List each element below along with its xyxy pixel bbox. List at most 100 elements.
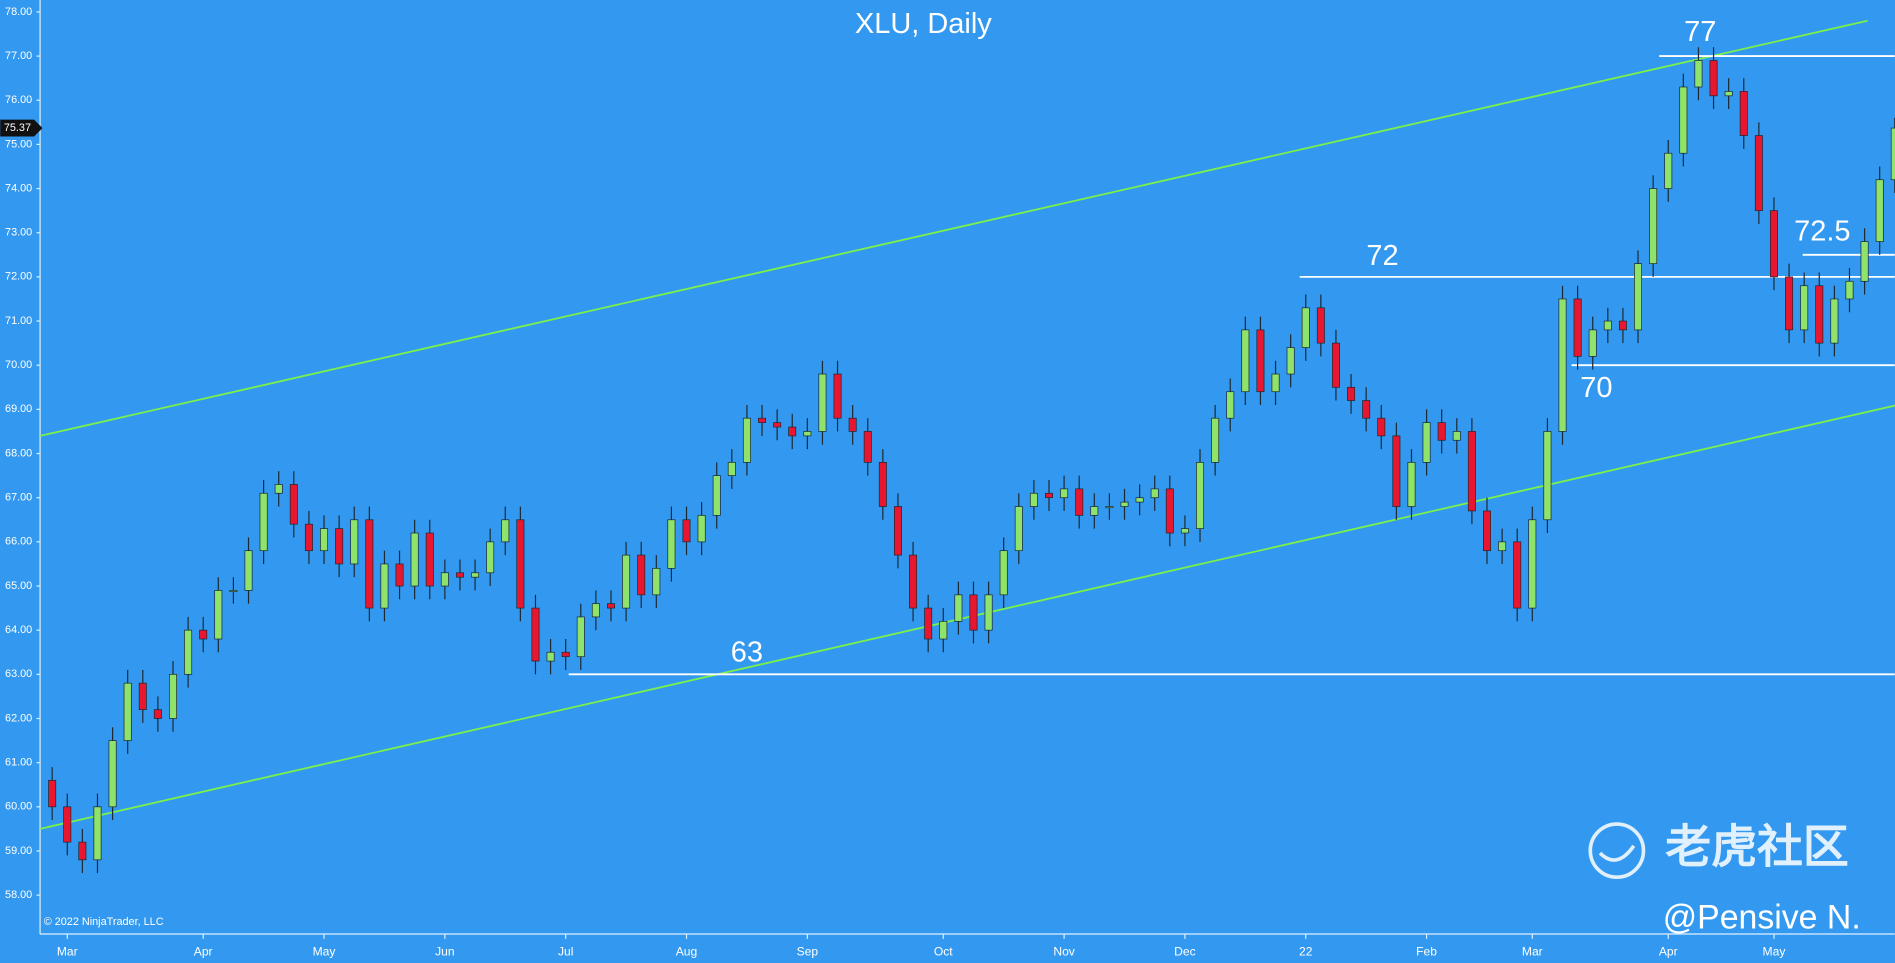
candle-body (1649, 188, 1658, 265)
candle-body (999, 550, 1008, 596)
candle-body (848, 417, 857, 432)
candle-body (455, 572, 464, 578)
x-tick-label: Jun (435, 944, 454, 958)
candle-body (320, 528, 329, 552)
candle-body (93, 806, 102, 861)
candle-body (1513, 541, 1522, 609)
x-tick-label: Mar (57, 944, 78, 958)
watermark-logo (1588, 822, 1646, 880)
candle-body (1241, 329, 1250, 393)
copyright: © 2022 NinjaTrader, LLC (44, 916, 164, 928)
candle-body (1256, 329, 1265, 393)
candle-body (1709, 60, 1718, 97)
author: @Pensive N. (1663, 898, 1861, 936)
candle-body (788, 426, 797, 437)
candle-body (1664, 152, 1673, 189)
candle-body (1483, 510, 1491, 552)
candle-body (1377, 417, 1386, 437)
candle-body (1528, 519, 1537, 609)
candle-body (1467, 431, 1476, 512)
candle-body (1075, 488, 1084, 516)
x-tick-label: 22 (1299, 944, 1313, 958)
x-tick-label: May (1763, 944, 1787, 958)
candle-body (1785, 276, 1794, 331)
candle-body (1543, 431, 1552, 521)
x-tick-label: Apr (1659, 944, 1678, 958)
candle-body (1800, 285, 1809, 331)
candle-body (1029, 492, 1038, 507)
x-tick-label: May (313, 944, 337, 958)
candle-body (1634, 263, 1643, 331)
y-tick-label: 78.00 (5, 6, 32, 18)
candle-body (773, 422, 782, 428)
candle-body (878, 462, 887, 507)
candle-body (153, 709, 162, 719)
level-label: 77 (1684, 16, 1716, 48)
y-tick-label: 63.00 (5, 668, 32, 680)
candle-body (969, 594, 978, 631)
candle-body (1845, 280, 1854, 300)
level-label: 63 (731, 636, 763, 668)
candles (48, 47, 1895, 874)
candle-body (863, 431, 872, 463)
price-tag-label: 75.37 (4, 122, 31, 134)
candle-body (1815, 285, 1824, 344)
candle-body (893, 506, 902, 556)
candle-body (365, 519, 374, 609)
candle-body (758, 417, 767, 423)
y-tick-label: 60.00 (5, 801, 32, 813)
candle-body (954, 594, 963, 622)
x-tick-label: Dec (1174, 944, 1195, 958)
candle-body (1196, 462, 1205, 529)
level-label: 72 (1366, 240, 1398, 272)
y-tick-label: 73.00 (5, 227, 32, 239)
candle-body (576, 616, 585, 658)
watermark: 老虎社区 (1665, 821, 1849, 873)
x-tick-label: Jul (558, 944, 573, 958)
y-tick-label: 75.00 (5, 138, 32, 150)
candle-body (1679, 86, 1688, 154)
candle-body (727, 462, 736, 476)
candle-body (1754, 135, 1763, 212)
candle-body (1603, 320, 1612, 331)
candle-body (667, 519, 676, 569)
candle-body (78, 841, 87, 861)
candle-body (48, 779, 57, 808)
y-tick-label: 58.00 (5, 889, 32, 901)
candle-body (1392, 435, 1401, 507)
candle-body (1830, 298, 1839, 344)
candle-body (1739, 91, 1748, 136)
candle-body (1558, 298, 1567, 432)
candle-body (1769, 210, 1778, 278)
candle-body (1890, 127, 1895, 181)
candle-body (1060, 488, 1069, 499)
candle-body (169, 673, 177, 719)
candle-body (184, 629, 193, 675)
level-label: 70 (1580, 372, 1612, 404)
y-tick-label: 68.00 (5, 447, 32, 459)
candle-body (1875, 179, 1884, 242)
y-tick-label: 74.00 (5, 182, 32, 194)
candle-body (1724, 91, 1733, 97)
candle-body (1150, 488, 1159, 499)
candle-body (1618, 320, 1627, 331)
y-tick-label: 77.00 (5, 50, 32, 62)
y-tick-label: 72.00 (5, 271, 32, 283)
y-tick-label: 67.00 (5, 492, 32, 504)
candle-body (214, 590, 223, 640)
candle-body (486, 541, 495, 574)
candle-body (682, 519, 691, 543)
candle-body (1498, 541, 1507, 552)
candle-body (652, 567, 661, 596)
candle-body (425, 532, 434, 587)
candle-body (501, 519, 510, 543)
candle-body (818, 373, 827, 432)
candle-body (637, 554, 646, 596)
trendline (39, 19, 1868, 437)
candle-body (350, 519, 359, 565)
price-tag (0, 119, 43, 137)
candle-body (697, 514, 706, 543)
candle-body (833, 373, 842, 419)
candle-body (380, 563, 389, 609)
